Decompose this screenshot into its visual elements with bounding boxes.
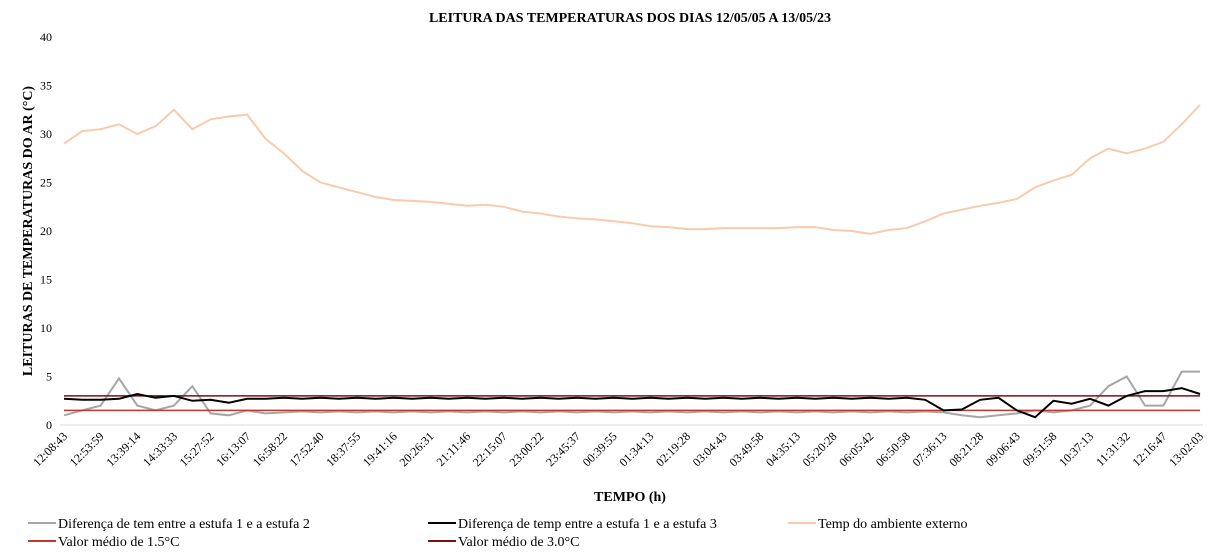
x-tick-label: 14:33:33 — [140, 429, 180, 469]
y-tick-label: 10 — [40, 321, 52, 335]
x-tick-label: 09:51:58 — [1019, 429, 1059, 469]
x-tick-label: 02:19:28 — [653, 429, 693, 469]
legend-label: Temp do ambiente externo — [818, 517, 967, 532]
x-tick-label: 18:37:55 — [323, 429, 363, 469]
x-tick-label: 12:53:59 — [67, 429, 107, 469]
legend-label: Valor médio de 3.0°C — [458, 535, 579, 550]
series-line — [63, 104, 1201, 235]
x-tick-label: 06:05:42 — [836, 429, 876, 469]
x-tick-label: 15:27:52 — [177, 429, 217, 469]
x-tick-label: 04:35:13 — [763, 429, 803, 469]
y-tick-label: 15 — [40, 273, 52, 287]
x-tick-label: 01:34:13 — [616, 429, 656, 469]
legend-label: Diferença de temp entre a estufa 1 e a e… — [458, 517, 717, 532]
y-tick-label: 5 — [46, 370, 52, 384]
x-tick-label: 12:16:47 — [1129, 429, 1169, 469]
x-axis-label: TEMPO (h) — [594, 490, 666, 505]
x-tick-label: 03:49:58 — [726, 429, 766, 469]
x-tick-label: 05:20:28 — [800, 429, 840, 469]
x-tick-label: 22:15:07 — [470, 429, 510, 469]
x-tick-label: 12:08:43 — [30, 429, 70, 469]
x-tick-label: 23:45:37 — [543, 429, 583, 469]
x-tick-label: 07:36:13 — [910, 429, 950, 469]
y-tick-label: 40 — [40, 30, 52, 44]
x-tick-label: 13:39:14 — [103, 429, 143, 469]
x-tick-label: 09:06:43 — [983, 429, 1023, 469]
y-tick-label: 20 — [40, 224, 52, 238]
x-tick-label: 19:41:16 — [360, 429, 400, 469]
x-tick-label: 00:39:55 — [580, 429, 620, 469]
y-tick-label: 35 — [40, 79, 52, 93]
y-axis-label: LEITURAS DE TEMPERATURAS DO AR (°C) — [21, 86, 36, 377]
series-line — [63, 370, 1200, 419]
y-tick-label: 0 — [46, 418, 52, 432]
x-tick-label: 17:52:40 — [287, 429, 327, 469]
x-tick-label: 11:31:32 — [1093, 429, 1133, 469]
x-tick-label: 13:02:03 — [1166, 429, 1206, 469]
x-tick-label: 21:11:46 — [433, 429, 473, 469]
x-tick-label: 20:26:31 — [396, 429, 436, 469]
legend-label: Diferença de tem entre a estufa 1 e a es… — [58, 517, 310, 532]
y-tick-label: 25 — [40, 176, 52, 190]
series-line — [63, 387, 1201, 419]
x-tick-label: 16:13:07 — [213, 429, 253, 469]
x-tick-label: 08:21:28 — [946, 429, 986, 469]
y-tick-label: 30 — [40, 127, 52, 141]
x-tick-label: 06:50:58 — [873, 429, 913, 469]
legend-label: Valor médio de 1.5°C — [58, 535, 179, 550]
x-tick-label: 23:00:22 — [506, 429, 546, 469]
chart-title: LEITURA DAS TEMPERATURAS DOS DIAS 12/05/… — [429, 11, 831, 26]
x-tick-label: 10:37:13 — [1056, 429, 1096, 469]
x-tick-label: 16:58:22 — [250, 429, 290, 469]
x-tick-label: 03:04:43 — [690, 429, 730, 469]
